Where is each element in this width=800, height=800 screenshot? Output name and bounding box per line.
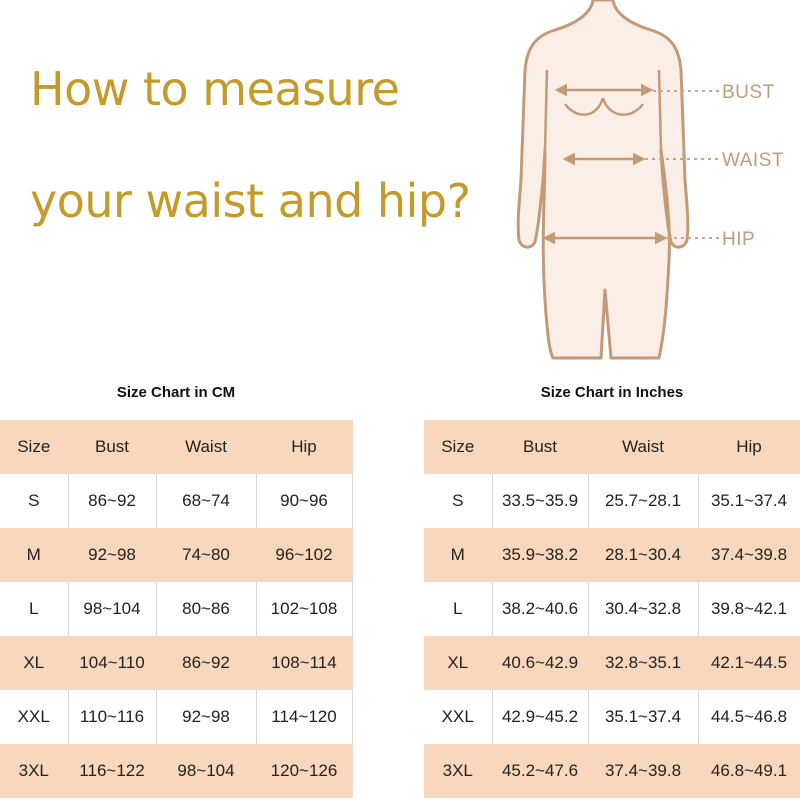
table-row: 3XL 116~122 98~104 120~126 [0,744,353,798]
table-cell: S [0,474,69,528]
table-cell: 42.1~44.5 [697,636,800,690]
table-row: M 35.9~38.2 28.1~30.4 37.4~39.8 [424,528,800,582]
table-cell: 3XL [424,744,493,798]
table-cell: L [424,582,493,636]
table-header-row: Size Bust Waist Hip [0,420,353,474]
table-cell: M [424,528,493,582]
column-header: Bust [67,420,157,474]
column-header: Waist [587,420,699,474]
table-cell: 33.5~35.9 [491,474,589,528]
hip-label: HIP [722,229,755,250]
table-row: L 38.2~40.6 30.4~32.8 39.8~42.1 [424,582,800,636]
table-cell: 86~92 [155,636,257,690]
waist-label: WAIST [722,150,784,171]
column-header: Hip [255,420,353,474]
table-cell: 108~114 [255,636,353,690]
table-row: XXL 42.9~45.2 35.1~37.4 44.5~46.8 [424,690,800,744]
body-measurement-figure: BUST WAIST HIP [505,0,800,360]
table-cell: 38.2~40.6 [491,582,589,636]
headline-line-2: your waist and hip? [30,174,471,228]
table-cell: 42.9~45.2 [491,690,589,744]
table-row: XL 40.6~42.9 32.8~35.1 42.1~44.5 [424,636,800,690]
table-cell: 28.1~30.4 [587,528,699,582]
table-cell: M [0,528,69,582]
table-cell: 37.4~39.8 [587,744,699,798]
table-cell: 90~96 [255,474,353,528]
table-cell: 96~102 [255,528,353,582]
table-row: XXL 110~116 92~98 114~120 [0,690,353,744]
table-cell: 92~98 [155,690,257,744]
table-header-row: Size Bust Waist Hip [424,420,800,474]
column-header: Bust [491,420,589,474]
cm-chart-title: Size Chart in CM [116,384,236,401]
table-cell: 74~80 [155,528,257,582]
table-cell: 102~108 [255,582,353,636]
inch-chart-title: Size Chart in Inches [540,384,684,401]
table-cell: 37.4~39.8 [697,528,800,582]
table-row: XL 104~110 86~92 108~114 [0,636,353,690]
table-cell: 46.8~49.1 [697,744,800,798]
table-row: L 98~104 80~86 102~108 [0,582,353,636]
table-cell: 35.1~37.4 [697,474,800,528]
table-cell: XL [0,636,69,690]
table-cell: XL [424,636,493,690]
table-row: S 86~92 68~74 90~96 [0,474,353,528]
table-cell: 35.9~38.2 [491,528,589,582]
table-cell: 80~86 [155,582,257,636]
table-cell: 104~110 [67,636,157,690]
column-header: Hip [697,420,800,474]
table-cell: 40.6~42.9 [491,636,589,690]
table-cell: 45.2~47.6 [491,744,589,798]
headline-line-1: How to measure [30,62,400,116]
table-cell: 25.7~28.1 [587,474,699,528]
table-row: M 92~98 74~80 96~102 [0,528,353,582]
table-cell: 68~74 [155,474,257,528]
table-cell: 39.8~42.1 [697,582,800,636]
table-cell: 30.4~32.8 [587,582,699,636]
table-cell: XXL [424,690,493,744]
table-cell: 110~116 [67,690,157,744]
table-cell: 3XL [0,744,69,798]
body-silhouette [516,0,690,360]
bust-label: BUST [722,82,775,103]
table-cell: 120~126 [255,744,353,798]
table-cell: 86~92 [67,474,157,528]
column-header: Waist [155,420,257,474]
table-cell: 116~122 [67,744,157,798]
table-row: 3XL 45.2~47.6 37.4~39.8 46.8~49.1 [424,744,800,798]
table-cell: 98~104 [155,744,257,798]
column-header: Size [424,420,493,474]
cm-size-table: Size Bust Waist Hip S 86~92 68~74 90~96 M 92~98 74… [0,420,353,798]
table-cell: 32.8~35.1 [587,636,699,690]
table-cell: 98~104 [67,582,157,636]
table-cell: XXL [0,690,69,744]
table-cell: 92~98 [67,528,157,582]
column-header: Size [0,420,69,474]
table-row: S 33.5~35.9 25.7~28.1 35.1~37.4 [424,474,800,528]
table-cell: 114~120 [255,690,353,744]
inch-size-table: Size Bust Waist Hip S 33.5~35.9 25.7~28.1 35.1~… [424,420,800,798]
table-cell: 35.1~37.4 [587,690,699,744]
table-cell: 44.5~46.8 [697,690,800,744]
table-cell: L [0,582,69,636]
table-cell: S [424,474,493,528]
